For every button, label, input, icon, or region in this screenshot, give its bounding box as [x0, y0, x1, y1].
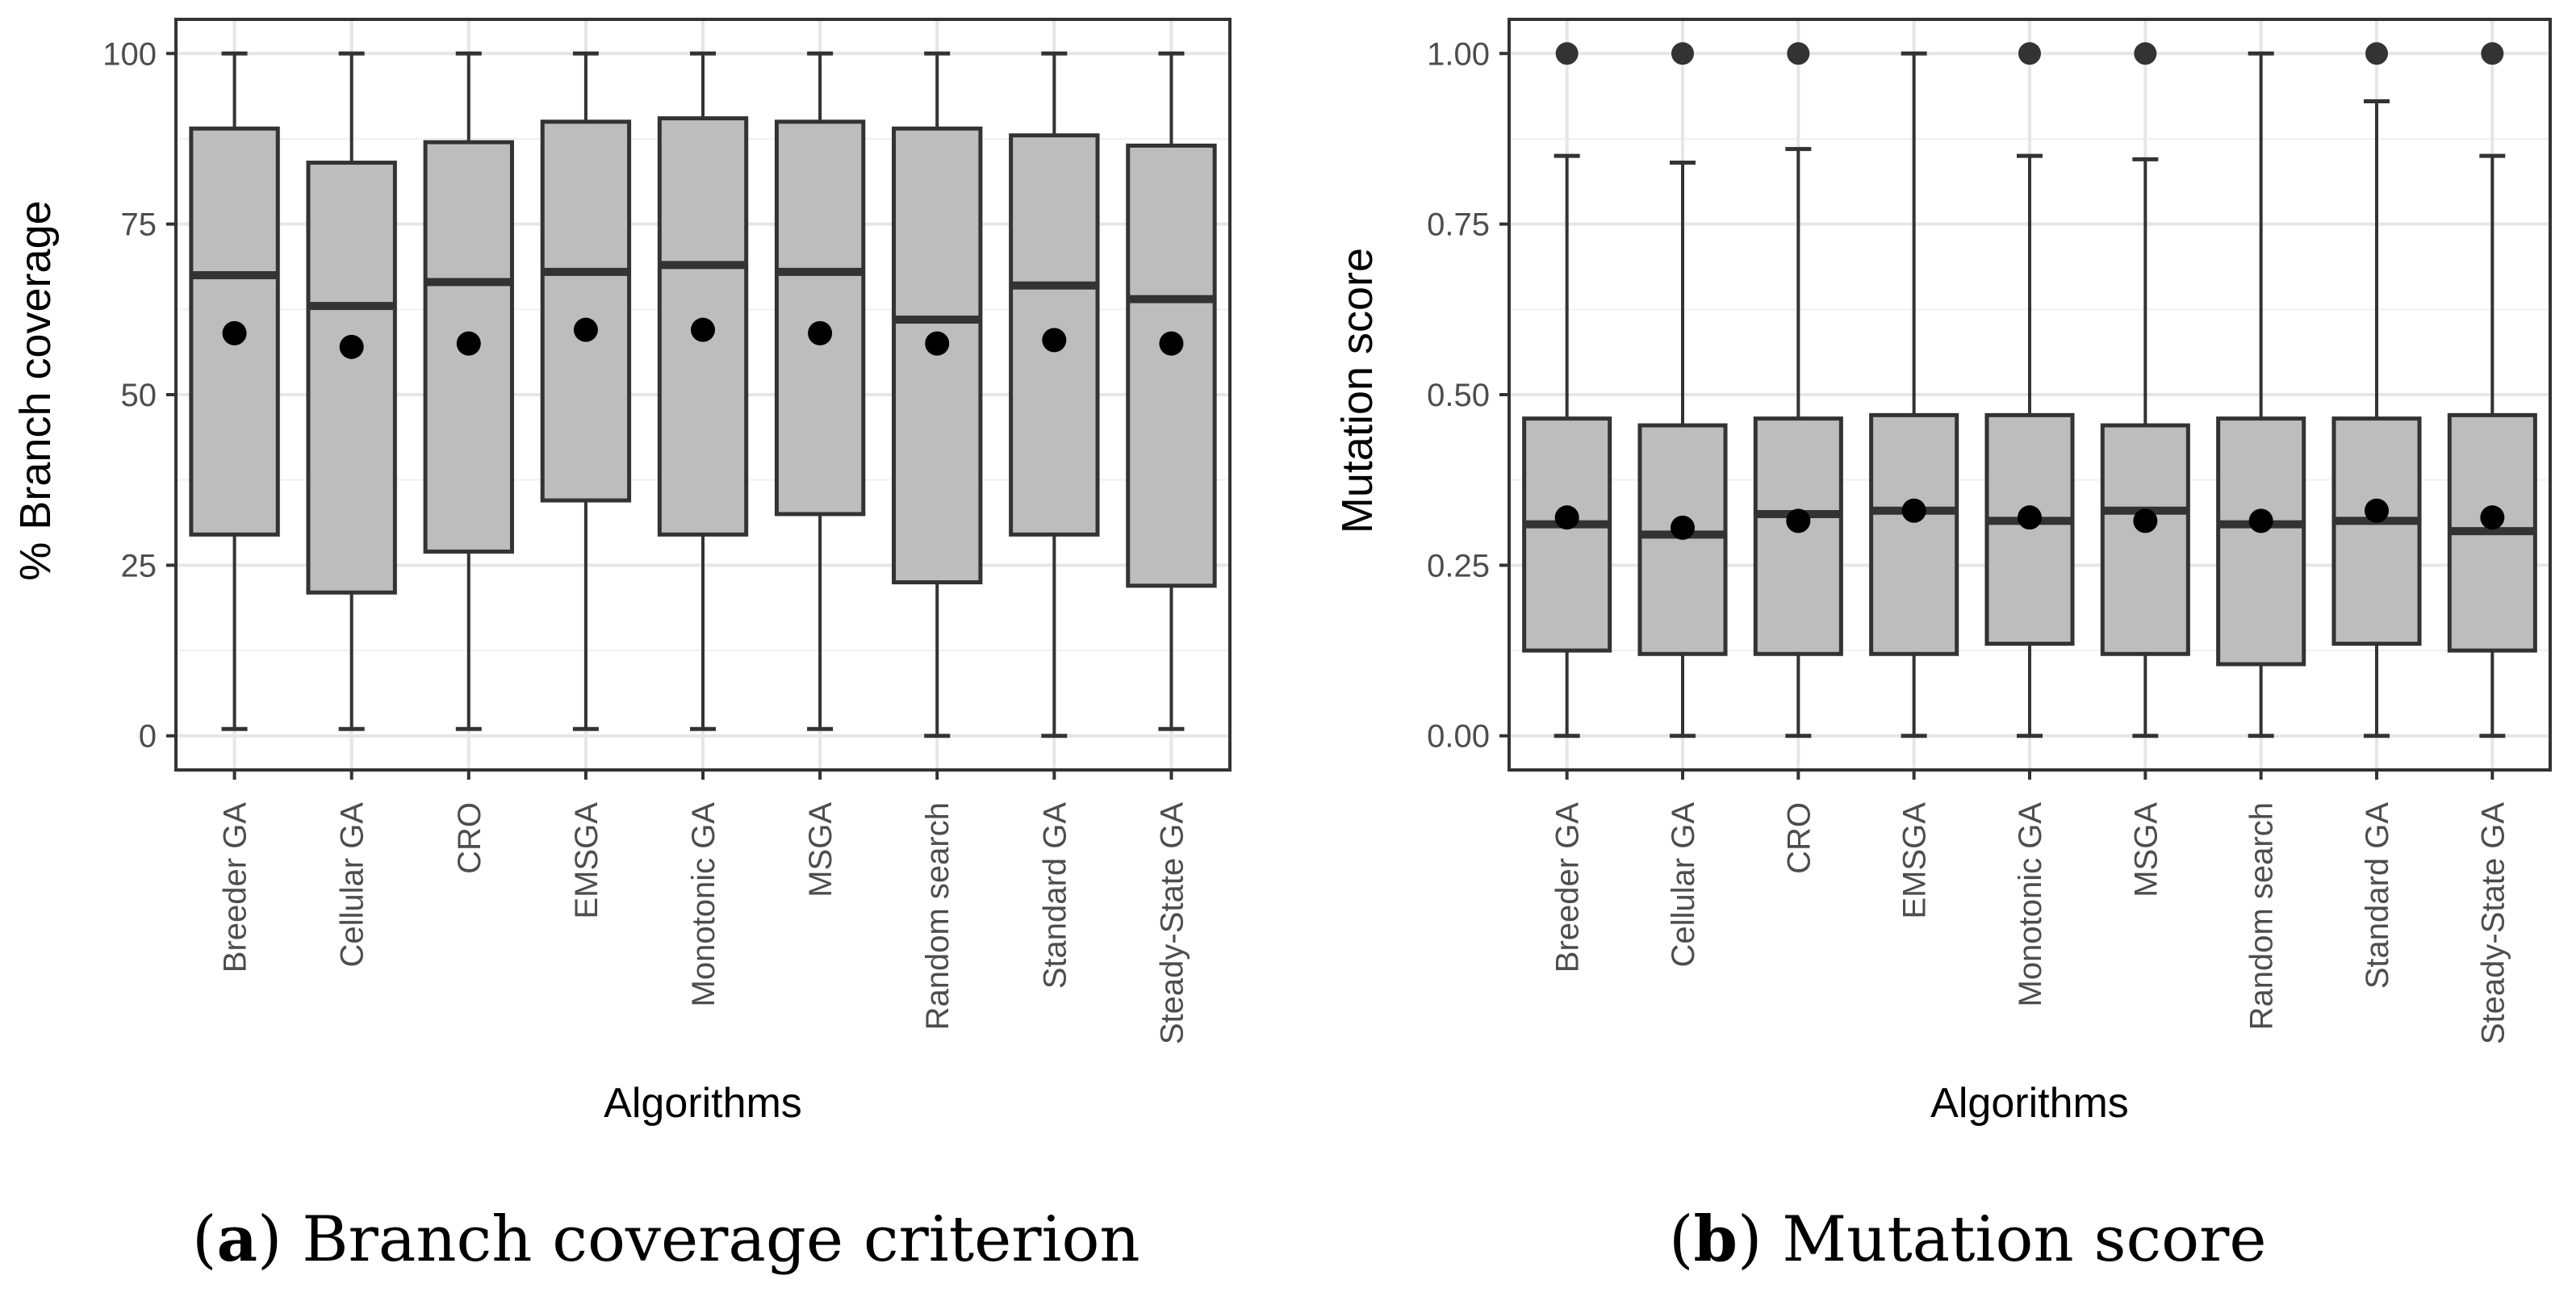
y-tick-label: 50: [121, 378, 157, 413]
box-iqr: [1009, 133, 1100, 537]
caption-b-letter: b: [1693, 1203, 1738, 1276]
y-tick-label: 100: [102, 36, 157, 72]
mean-point: [456, 331, 481, 356]
box-iqr: [1126, 143, 1217, 588]
caption-a-text: Branch coverage criterion: [282, 1203, 1140, 1276]
y-tick-label: 25: [121, 548, 157, 584]
chart-panel-a: 0 25 50 75 100 Breeder GA Cellular GA CRO EMSGA M…: [11, 18, 1232, 1127]
x-tick-label: MSGA: [2128, 802, 2164, 897]
x-tick-label: Steady-State GA: [1154, 802, 1190, 1044]
mean-point: [691, 317, 715, 342]
mean-point: [2018, 505, 2042, 530]
outlier-point: [2365, 42, 2388, 65]
box-emsga: [1869, 51, 1959, 738]
outlier-point: [1671, 42, 1694, 65]
box-iqr: [2331, 416, 2422, 646]
mean-point: [2133, 508, 2158, 533]
outlier-point: [2018, 42, 2041, 65]
y-tick-label: 0.25: [1427, 548, 1490, 584]
x-tick-label: Random search: [920, 802, 956, 1030]
mean-point: [1554, 505, 1579, 530]
caption-b: (b) Mutation score: [1669, 1203, 2267, 1276]
x-tick-label: CRO: [1781, 802, 1817, 874]
y-tick-label: 75: [121, 207, 157, 243]
mean-point: [339, 334, 364, 359]
x-tick-label: CRO: [452, 802, 487, 874]
box-iqr: [1753, 416, 1843, 656]
mean-point: [222, 320, 247, 345]
y-tick-label: 0.50: [1427, 378, 1490, 413]
caption-b-text: Mutation score: [1762, 1203, 2267, 1276]
x-axis-title: Algorithms: [604, 1080, 802, 1127]
box-iqr: [306, 161, 397, 595]
box-iqr: [1869, 412, 1959, 656]
outlier-point: [2134, 42, 2157, 65]
mean-point: [2365, 498, 2389, 523]
x-tick-label: Random search: [2244, 802, 2280, 1030]
box-monotonic-ga: [657, 51, 749, 731]
box-msga: [2100, 42, 2190, 738]
outlier-point: [2481, 42, 2504, 65]
box-iqr: [2216, 416, 2306, 667]
mean-point: [925, 331, 950, 356]
mean-point: [1671, 515, 1695, 540]
x-tick-label: Breeder GA: [1550, 802, 1586, 973]
mean-point: [1159, 331, 1184, 356]
x-tick-label: Cellular GA: [335, 802, 370, 968]
box-breeder-ga: [189, 51, 280, 731]
box-iqr: [1522, 416, 1612, 653]
caption-a: (a) Branch coverage criterion: [192, 1203, 1140, 1276]
mean-point: [2480, 505, 2505, 530]
mean-point: [1786, 508, 1811, 533]
x-tick-label: Monotonic GA: [686, 802, 721, 1007]
x-axis-title: Algorithms: [1930, 1080, 2129, 1127]
y-axis-title: % Branch coverage: [11, 200, 60, 580]
box-steady-state-ga: [2447, 42, 2537, 738]
y-tick-label: 1.00: [1427, 36, 1490, 72]
x-tick-label: MSGA: [803, 802, 838, 897]
caption-a-letter: a: [216, 1203, 257, 1276]
box-random-search: [892, 51, 983, 738]
box-iqr: [540, 119, 632, 503]
y-axis-title: Mutation score: [1333, 248, 1382, 533]
mean-point: [573, 317, 598, 342]
chart-panel-b: 0.00 0.25 0.50 0.75 1.00 Breeder GA Cellular G…: [1333, 18, 2552, 1127]
x-tick-label: Breeder GA: [218, 802, 253, 973]
y-tick-label: 0: [139, 719, 157, 755]
box-steady-state-ga: [1126, 51, 1217, 731]
mean-point: [1901, 498, 1926, 523]
y-tick-label: 0.75: [1427, 207, 1490, 243]
box-emsga: [540, 51, 632, 731]
x-tick-label: Standard GA: [2360, 802, 2395, 989]
outlier-point: [1555, 42, 1579, 65]
outlier-point: [1787, 42, 1810, 65]
y-tick-label: 0.00: [1427, 719, 1490, 755]
box-standard-ga: [2331, 42, 2422, 738]
x-tick-label: Cellular GA: [1666, 802, 1701, 968]
box-cellular-ga: [1637, 42, 1728, 738]
box-cro: [1753, 42, 1843, 738]
x-tick-label: Monotonic GA: [2013, 802, 2048, 1007]
box-iqr: [2100, 423, 2190, 656]
box-cro: [423, 51, 514, 731]
mean-point: [808, 320, 833, 345]
box-standard-ga: [1009, 51, 1100, 738]
mean-point: [1042, 328, 1067, 353]
box-msga: [774, 51, 866, 731]
box-breeder-ga: [1522, 42, 1612, 738]
x-tick-label: EMSGA: [1897, 802, 1933, 919]
box-iqr: [774, 119, 866, 517]
x-tick-label: Standard GA: [1037, 802, 1073, 989]
box-monotonic-ga: [1984, 42, 2075, 738]
box-random-search: [2216, 51, 2306, 738]
x-tick-label: EMSGA: [569, 802, 604, 919]
x-tick-label: Steady-State GA: [2475, 802, 2511, 1044]
box-cellular-ga: [306, 51, 397, 731]
mean-point: [2248, 508, 2273, 533]
